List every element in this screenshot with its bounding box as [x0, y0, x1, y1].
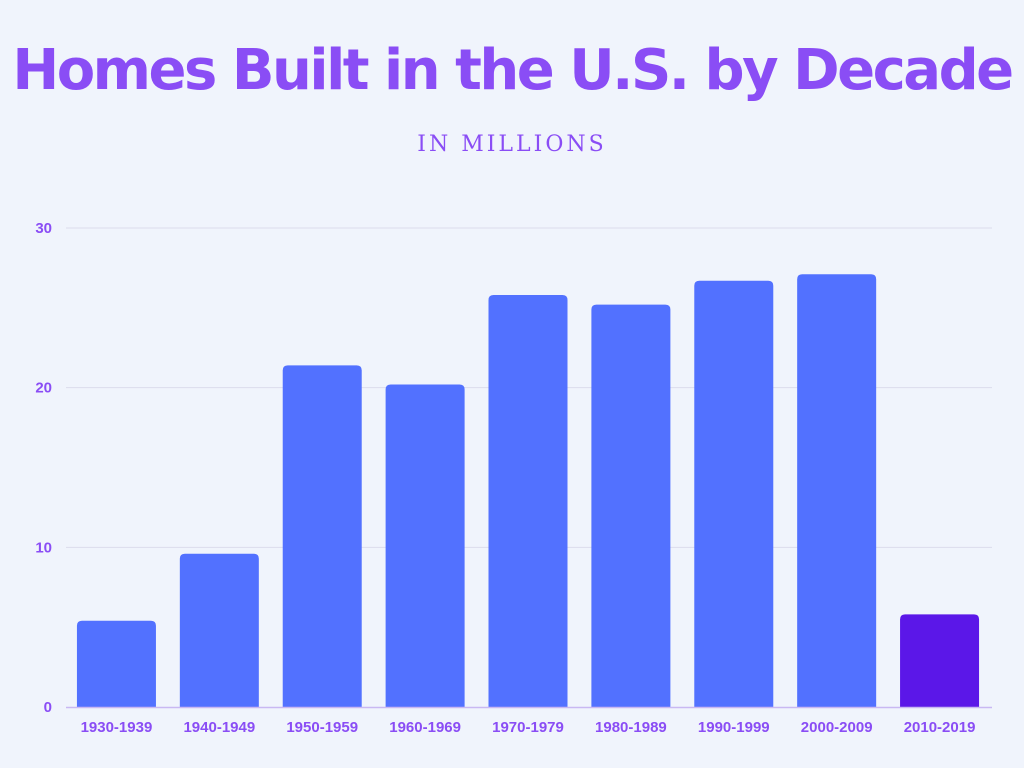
x-tick-label-1960-1969: 1960-1969 — [389, 719, 461, 736]
bar-1930-1939 — [76, 620, 156, 707]
bar-1980-1989 — [591, 304, 671, 707]
bar-1960-1969 — [385, 384, 465, 707]
y-tick-label-0: 0 — [44, 699, 52, 716]
bar-1950-1959 — [282, 365, 362, 707]
x-tick-label-1940-1949: 1940-1949 — [183, 719, 255, 736]
bar-2010-2019 — [900, 614, 980, 707]
chart-subtitle: IN MILLIONS — [417, 132, 607, 157]
x-tick-label-1930-1939: 1930-1939 — [81, 719, 153, 736]
x-tick-label-2010-2019: 2010-2019 — [904, 719, 976, 736]
bar-1990-1999 — [694, 280, 774, 707]
chart-title: Homes Built in the U.S. by Decade — [12, 38, 1014, 103]
y-tick-label-30: 30 — [35, 220, 52, 237]
bar-1940-1949 — [179, 553, 259, 707]
x-tick-label-1980-1989: 1980-1989 — [595, 719, 667, 736]
x-tick-label-2000-2009: 2000-2009 — [801, 719, 873, 736]
x-tick-label-1990-1999: 1990-1999 — [698, 719, 770, 736]
bar-2000-2009 — [797, 274, 877, 707]
y-tick-label-20: 20 — [35, 380, 52, 397]
y-tick-label-10: 10 — [35, 539, 52, 556]
x-tick-label-1970-1979: 1970-1979 — [492, 719, 564, 736]
x-tick-label-1950-1959: 1950-1959 — [286, 719, 358, 736]
bar-1970-1979 — [488, 295, 568, 707]
